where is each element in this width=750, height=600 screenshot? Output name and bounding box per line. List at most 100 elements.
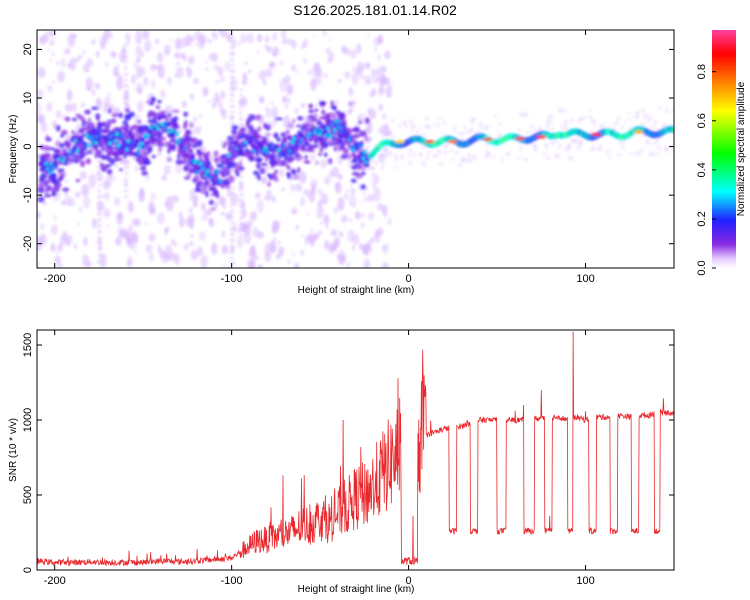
spectrogram-speckle [294,265,299,268]
spectrogram-streak [230,133,235,137]
spectrogram-speckle [369,236,376,243]
spectrogram-speckle [86,86,90,91]
spectrogram-speckle [133,62,139,68]
spectrogram-cell [269,158,277,165]
spectrogram-speckle [295,183,303,192]
spectrogram-speckle [264,43,269,49]
spectrogram-cell [157,116,162,120]
spectrogram-speckle [254,192,261,199]
spectrogram-cell [307,132,312,136]
spectrogram-streak [97,212,102,216]
spectrogram-cell [81,123,86,127]
spectrogram-speckle [94,83,99,89]
spectrogram-speckle [217,66,224,77]
spectrogram-speckle [317,188,323,196]
spectrogram-speckle [134,30,143,45]
spectrogram-streak [238,105,244,109]
spectrogram-speckle [358,243,364,251]
spectrogram-speckle [424,117,429,122]
colorbar-ticks: 0.0 0.2 0.4 0.6 0.8 [696,64,716,276]
spectrogram-speckle [217,100,224,110]
spectrogram-cell [87,143,91,147]
spectrogram-speckle [127,201,134,213]
spectrogram-speckle [37,154,40,162]
x-tick-label: 100 [576,273,594,285]
spectrogram-speckle [166,76,173,86]
spectrogram-speckle [208,217,213,224]
spectrogram-speckle [199,114,203,118]
spectrogram-cell [71,130,76,134]
spectrogram-speckle [37,210,41,219]
spectrogram-speckle [352,66,357,73]
spectrogram-speckle [352,100,357,105]
spectrogram-cell [265,150,269,154]
spectrogram-streak [238,169,244,173]
spectrogram-speckle [334,181,342,194]
spectrogram-speckle [272,51,276,57]
spectrogram-cell [187,144,191,148]
spectrogram-speckle [388,150,394,156]
spectrogram-speckle [258,70,266,81]
spectrogram-cell [95,113,101,119]
spectrogram-speckle [483,155,489,159]
spectrogram-speckle [178,211,183,219]
spectrogram-speckle [401,155,404,159]
spectrogram-cell [285,159,293,163]
spectrogram-speckle [175,37,182,50]
spectrogram-cell [108,141,112,145]
spectrogram-speckle [549,127,555,131]
spectrogram-cell [333,128,337,132]
spectrogram-speckle [472,116,476,123]
spectrogram-cell [115,127,123,133]
spectrogram-cell [273,177,280,182]
spectrogram-cell [274,169,279,174]
spectrogram-speckle [193,126,202,135]
spectrogram-speckle [490,156,497,159]
spectrogram-cell [60,129,68,136]
spectrogram-cell [75,149,79,153]
spectrogram-cell [306,147,312,153]
spectrogram-speckle [263,196,268,201]
spectrogram-speckle [641,108,645,113]
y-tick-label: 0 [22,567,34,573]
spectrogram-speckle [157,63,165,79]
spectrogram-cell [220,164,224,168]
spectrogram-speckle [364,75,372,85]
spectrogram-speckle [627,112,630,115]
spectrogram-speckle [451,158,456,161]
spectrogram-speckle [61,200,67,206]
spectrogram-speckle [165,104,174,114]
spectrogram-cell [344,134,348,138]
spectrogram-streak [230,209,234,213]
spectrogram-streak [123,55,128,59]
spectrogram-speckle [648,151,651,157]
spectrogram-cell [364,134,369,142]
spectrogram-cell [329,139,338,144]
spectrogram-speckle [486,142,489,149]
spectrogram-streak [238,94,243,98]
spectrogram-speckle [590,131,594,134]
spectrogram-speckle [53,214,57,220]
spectrogram-speckle [360,222,365,228]
spectrogram-speckle [391,118,395,123]
spectrogram-cell [308,103,314,109]
spectrogram-cell [341,124,346,128]
spectrogram-speckle [407,120,414,123]
spectrogram-speckle [116,64,120,67]
spectrogram-speckle [381,146,388,151]
spectrogram-cell [222,143,226,149]
y-tick-label: 1500 [22,333,34,357]
spectrogram-cell [120,125,125,130]
spectrogram-speckle [433,124,436,128]
spectrogram-speckle [238,41,241,46]
spectrogram-speckle [547,113,554,118]
spectrogram-speckle [622,141,626,145]
spectrogram-speckle [150,196,154,201]
spectrogram-cell [122,120,128,126]
spectrogram-cell [360,184,366,190]
spectrogram-cell [301,129,308,134]
spectrogram-speckle [114,237,122,246]
spectrogram-cell [147,130,152,134]
spectrogram-speckle [369,248,373,252]
